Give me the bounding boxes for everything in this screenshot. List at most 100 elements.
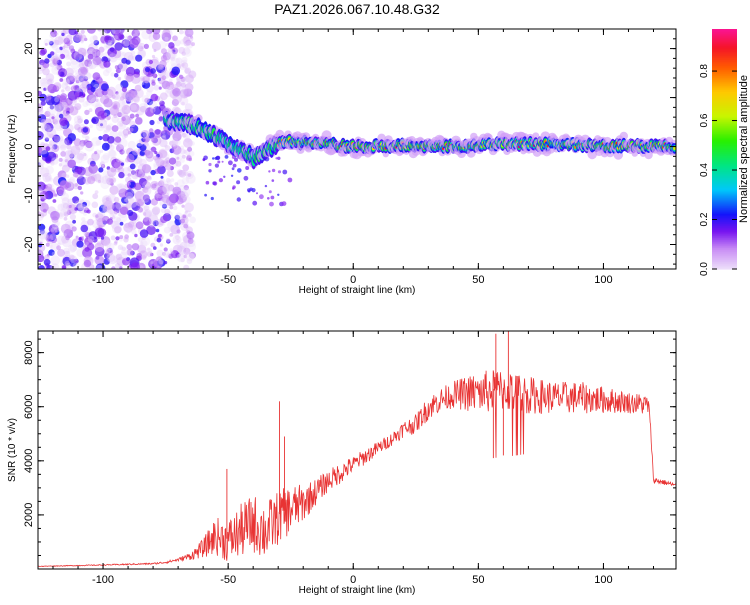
noise-cell (100, 202, 107, 209)
noise-cell (90, 86, 96, 92)
noise-cell (118, 184, 123, 189)
noise-cell (119, 96, 125, 101)
noise-cell (86, 93, 97, 104)
noise-cell (183, 149, 188, 154)
noise-cell (114, 42, 123, 51)
noise-cell (83, 209, 88, 213)
noise-cell (38, 229, 48, 240)
noise-cell (38, 131, 44, 140)
colorbar-cell (712, 61, 737, 64)
noise-cell (64, 67, 74, 77)
x-tick-label: -50 (220, 274, 236, 286)
colorbar-cell (712, 43, 737, 46)
noise-cell (55, 47, 61, 54)
noise-cell (107, 149, 117, 159)
noise-cell (118, 171, 125, 179)
noise-cell (160, 55, 168, 62)
noise-cell (119, 214, 128, 223)
noise-cell (128, 221, 135, 228)
noise-cell (119, 123, 124, 127)
noise-cell (50, 29, 58, 38)
noise-cell (163, 260, 168, 265)
noise-cell (154, 168, 160, 174)
noise-cell (100, 154, 110, 164)
noise-cell (102, 153, 110, 161)
noise-cell (61, 197, 70, 206)
noise-cell (110, 182, 114, 186)
noise-cell (98, 135, 103, 141)
noise-cell (167, 166, 171, 170)
colorbar-cell (712, 167, 737, 170)
noise-cell (65, 75, 75, 85)
noise-cell (117, 212, 122, 217)
noise-cell (183, 40, 190, 47)
noise-cell (120, 80, 129, 89)
noise-cell (93, 173, 102, 182)
noise-cell (54, 103, 64, 113)
noise-cell (78, 237, 82, 241)
colorbar-cell (712, 215, 737, 218)
colorbar-cell (712, 255, 737, 258)
noise-cell (161, 130, 166, 134)
noise-cell (115, 263, 121, 269)
noise-cell (106, 242, 115, 251)
noise-cell (122, 257, 130, 266)
noise-cell (133, 158, 140, 165)
noise-cell (58, 101, 68, 111)
noise-cell (117, 61, 128, 72)
noise-cell (43, 87, 47, 91)
noise-cell (181, 51, 186, 56)
noise-cell (152, 56, 159, 64)
noise-cell (91, 219, 101, 229)
noise-cell (62, 101, 67, 106)
noise-cell (158, 148, 168, 158)
noise-cell (186, 77, 193, 83)
noise-cell (81, 133, 87, 139)
colorbar-cell (712, 265, 737, 268)
noise-cell (79, 35, 83, 39)
noise-cell (182, 133, 188, 139)
noise-cell (109, 144, 115, 151)
noise-cell (169, 205, 174, 210)
noise-cell (126, 127, 130, 131)
colorbar-cell (712, 81, 737, 84)
noise-cell (100, 161, 105, 167)
noise-cell (71, 51, 80, 60)
noise-cell (116, 109, 124, 117)
noise-cell (170, 57, 181, 68)
noise-cell (64, 159, 68, 163)
noise-cell (49, 140, 55, 146)
noise-cell (76, 153, 84, 161)
noise-cell (67, 244, 77, 253)
colorbar-cell (712, 207, 737, 210)
scatter-cell (267, 197, 270, 200)
colorbar-cell (712, 159, 737, 162)
noise-cell (39, 49, 46, 56)
noise-cell (108, 114, 112, 118)
noise-cell (103, 239, 112, 248)
noise-cell (169, 248, 174, 253)
noise-cell (168, 42, 175, 49)
ridge-core (673, 146, 676, 150)
noise-cell (103, 126, 111, 133)
noise-cell (61, 207, 68, 214)
noise-cell (46, 95, 52, 101)
noise-cell (124, 222, 130, 229)
noise-cell (49, 41, 54, 46)
noise-cell (75, 69, 81, 75)
noise-cell (181, 154, 186, 159)
noise-cell (91, 116, 99, 125)
noise-cell (180, 218, 186, 224)
noise-cell (141, 255, 147, 261)
noise-cell (79, 34, 87, 42)
noise-cell (69, 213, 76, 220)
noise-cell (99, 204, 108, 213)
noise-cell (119, 206, 129, 215)
noise-cell (161, 180, 169, 187)
noise-cell (46, 265, 54, 269)
colorbar-cell (712, 153, 737, 156)
ridge-halo (587, 149, 597, 160)
noise-cell (158, 149, 168, 159)
colorbar-cell (712, 99, 737, 102)
noise-cell (80, 66, 89, 75)
